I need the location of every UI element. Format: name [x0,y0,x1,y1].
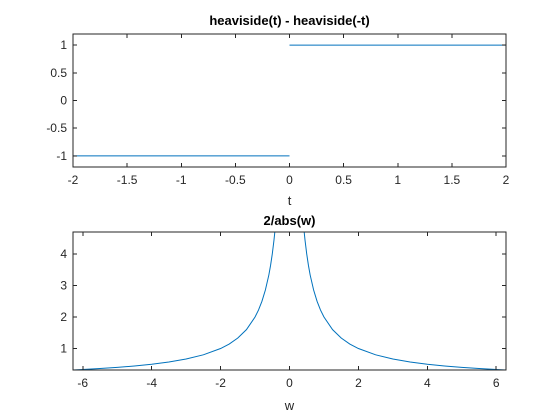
bottom-x-tick-label-1: -4 [146,376,157,390]
top-y-tick-label-3: 0.5 [50,66,67,80]
bottom-x-tick-label-3: 0 [286,376,293,390]
bottom-x-tick-label-2: -2 [215,376,226,390]
top-x-tick-label-0: -2 [68,173,79,187]
top-x-tick-label-2: -1 [176,173,187,187]
top-plot-title: heaviside(t) - heaviside(-t) [209,13,369,28]
bottom-y-tick-label-0: 1 [60,342,67,356]
bottom-axes-box [72,231,507,371]
bottom-x-tick-label-5: 4 [424,376,431,390]
top-x-tick-label-3: -0.5 [225,173,246,187]
top-axes: heaviside(t) - heaviside(-t) t -2 -1.5 -1 -… [46,13,509,208]
top-x-tick-label-7: 1.5 [444,173,461,187]
top-axes-box [72,33,507,168]
top-x-tick-label-1: -1.5 [117,173,138,187]
top-x-tick-label-6: 1 [394,173,401,187]
bottom-plot-title: 2/abs(w) [263,213,315,228]
top-x-axis-label: t [288,193,292,208]
top-y-tick-label-1: -0.5 [46,121,67,135]
bottom-series-line-0-segment-0 [72,231,276,371]
bottom-y-tick-label-3: 4 [60,247,67,261]
bottom-series-line-0-segment-1 [303,231,507,371]
bottom-x-tick-label-6: 6 [493,376,500,390]
top-x-tick-label-5: 0.5 [335,173,352,187]
bottom-axes: 2/abs(w) w -6 -4 -2 0 2 4 6 1 2 3 4 [60,213,507,413]
top-y-tick-label-0: -1 [56,149,67,163]
bottom-y-tick-label-1: 2 [60,310,67,324]
top-x-tick-label-4: 0 [286,173,293,187]
top-x-tick-label-8: 2 [503,173,510,187]
bottom-x-tick-label-0: -6 [77,376,88,390]
bottom-y-tick-label-2: 3 [60,279,67,293]
bottom-x-axis-label: w [284,398,295,413]
top-y-tick-label-2: 0 [60,94,67,108]
bottom-x-tick-label-4: 2 [355,376,362,390]
top-y-tick-label-4: 1 [60,38,67,52]
